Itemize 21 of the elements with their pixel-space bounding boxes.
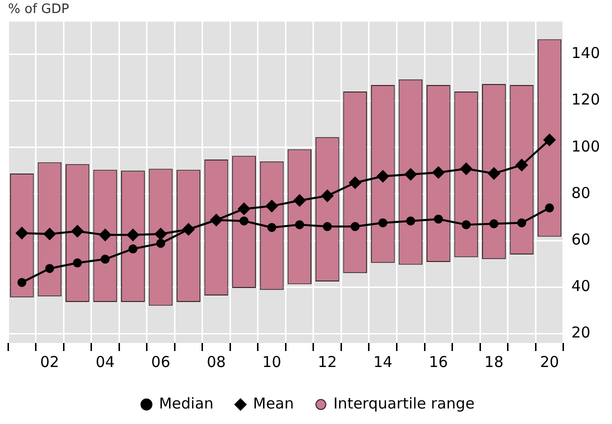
legend-label: Interquartile range — [333, 394, 475, 412]
y-tick-label: 120 — [571, 90, 600, 109]
y-tick-label: 80 — [571, 184, 590, 202]
x-tick-label: 18 — [484, 352, 504, 371]
y-axis-title: % of GDP — [8, 2, 70, 18]
x-tick-label: 12 — [318, 352, 337, 371]
y-tick-label: 100 — [571, 137, 600, 156]
y-tick-label: 60 — [571, 230, 590, 248]
x-tick-label: 10 — [262, 352, 282, 371]
x-tick-label: 20 — [540, 352, 560, 371]
x-tick-label: 08 — [206, 352, 226, 371]
x-tick-label: 04 — [96, 352, 115, 371]
x-tick-label: 14 — [373, 352, 392, 371]
legend-label: Median — [158, 394, 214, 412]
x-tick-label: 06 — [151, 352, 170, 371]
y-tick-label: 40 — [571, 276, 590, 295]
legend-label: Mean — [253, 394, 294, 412]
x-tick-label: 16 — [428, 352, 448, 371]
x-tick-label: 02 — [40, 352, 60, 371]
y-tick-label: 140 — [571, 44, 600, 62]
y-tick-label: 20 — [571, 324, 590, 342]
